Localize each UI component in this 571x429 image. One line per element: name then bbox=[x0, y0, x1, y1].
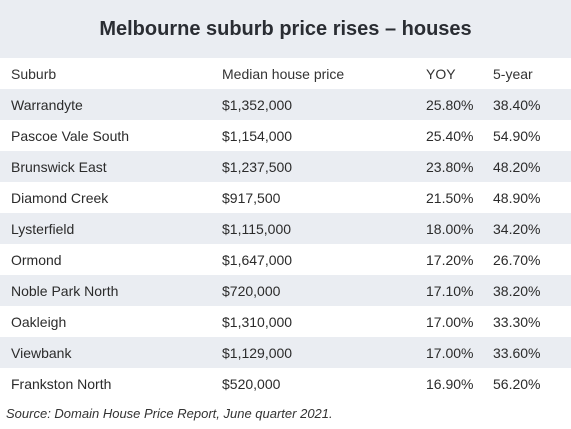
cell-5-year: 38.40% bbox=[493, 96, 541, 113]
price-table: Suburb Median house price YOY 5-year War… bbox=[0, 58, 571, 399]
cell-5-year: 34.20% bbox=[493, 220, 541, 237]
cell-median-price: $1,115,000 bbox=[222, 220, 292, 237]
cell-suburb: Oakleigh bbox=[11, 313, 67, 330]
cell-suburb: Warrandyte bbox=[11, 96, 83, 113]
cell-median-price: $1,154,000 bbox=[222, 127, 293, 144]
cell-5-year: 38.20% bbox=[493, 282, 541, 299]
cell-suburb: Lysterfield bbox=[11, 220, 75, 237]
table-row: Diamond Creek $917,500 21.50% 48.90% bbox=[0, 182, 571, 213]
cell-suburb: Brunswick East bbox=[11, 158, 107, 175]
cell-suburb: Pascoe Vale South bbox=[11, 127, 130, 144]
table-title: Melbourne suburb price rises – houses bbox=[0, 0, 571, 58]
cell-median-price: $917,500 bbox=[222, 189, 281, 206]
cell-suburb: Ormond bbox=[11, 251, 62, 268]
source-note: Source: Domain House Price Report, June … bbox=[6, 406, 333, 421]
table-row: Pascoe Vale South $1,154,000 25.40% 54.9… bbox=[0, 120, 571, 151]
table-row: Noble Park North $720,000 17.10% 38.20% bbox=[0, 275, 571, 306]
cell-median-price: $720,000 bbox=[222, 282, 281, 299]
cell-yoy: 18.00% bbox=[426, 220, 474, 237]
header-row: Suburb Median house price YOY 5-year bbox=[0, 58, 571, 89]
cell-yoy: 25.80% bbox=[426, 96, 474, 113]
cell-median-price: $1,237,500 bbox=[222, 158, 293, 175]
cell-5-year: 54.90% bbox=[493, 127, 541, 144]
cell-suburb: Diamond Creek bbox=[11, 189, 109, 206]
cell-5-year: 48.90% bbox=[493, 189, 541, 206]
cell-yoy: 23.80% bbox=[426, 158, 474, 175]
cell-median-price: $1,310,000 bbox=[222, 313, 293, 330]
table-row: Ormond $1,647,000 17.20% 26.70% bbox=[0, 244, 571, 275]
table-row: Frankston North $520,000 16.90% 56.20% bbox=[0, 368, 571, 399]
cell-5-year: 56.20% bbox=[493, 375, 541, 392]
cell-yoy: 21.50% bbox=[426, 189, 474, 206]
cell-yoy: 17.00% bbox=[426, 313, 474, 330]
header-yoy: YOY bbox=[426, 65, 456, 82]
table-row: Viewbank $1,129,000 17.00% 33.60% bbox=[0, 337, 571, 368]
cell-yoy: 17.20% bbox=[426, 251, 474, 268]
header-median-price: Median house price bbox=[222, 65, 345, 82]
cell-yoy: 25.40% bbox=[426, 127, 474, 144]
cell-median-price: $1,352,000 bbox=[222, 96, 293, 113]
cell-5-year: 33.30% bbox=[493, 313, 541, 330]
cell-suburb: Frankston North bbox=[11, 375, 112, 392]
cell-5-year: 48.20% bbox=[493, 158, 541, 175]
cell-median-price: $520,000 bbox=[222, 375, 281, 392]
cell-suburb: Viewbank bbox=[11, 344, 72, 361]
cell-5-year: 33.60% bbox=[493, 344, 541, 361]
cell-median-price: $1,129,000 bbox=[222, 344, 293, 361]
table-row: Brunswick East $1,237,500 23.80% 48.20% bbox=[0, 151, 571, 182]
cell-5-year: 26.70% bbox=[493, 251, 541, 268]
header-5-year: 5-year bbox=[493, 65, 533, 82]
header-suburb: Suburb bbox=[11, 65, 57, 82]
table-row: Warrandyte $1,352,000 25.80% 38.40% bbox=[0, 89, 571, 120]
table-row: Lysterfield $1,115,000 18.00% 34.20% bbox=[0, 213, 571, 244]
cell-suburb: Noble Park North bbox=[11, 282, 119, 299]
cell-yoy: 17.10% bbox=[426, 282, 474, 299]
cell-yoy: 16.90% bbox=[426, 375, 474, 392]
cell-median-price: $1,647,000 bbox=[222, 251, 293, 268]
table-row: Oakleigh $1,310,000 17.00% 33.30% bbox=[0, 306, 571, 337]
cell-yoy: 17.00% bbox=[426, 344, 474, 361]
